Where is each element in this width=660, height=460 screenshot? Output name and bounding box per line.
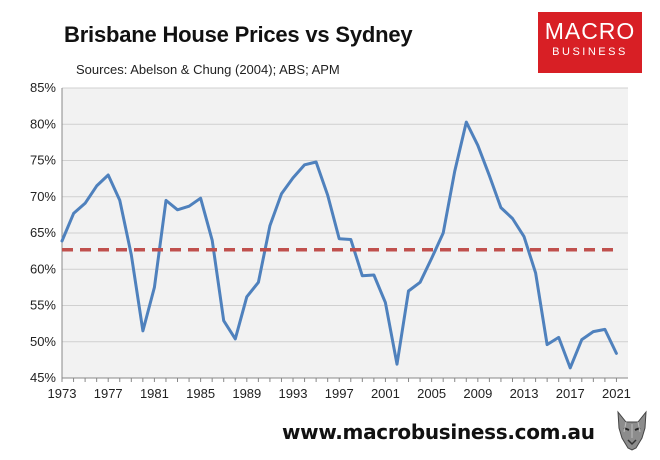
x-tick-label: 2013 bbox=[510, 386, 539, 401]
x-tick-label: 2021 bbox=[602, 386, 631, 401]
x-tick-label: 1989 bbox=[232, 386, 261, 401]
y-tick-label: 80% bbox=[30, 116, 56, 131]
chart-subtitle: Sources: Abelson & Chung (2004); ABS; AP… bbox=[76, 62, 340, 77]
y-tick-label: 50% bbox=[30, 334, 56, 349]
logo-line-2: BUSINESS bbox=[552, 46, 628, 58]
price-ratio-line bbox=[60, 120, 618, 370]
y-tick-label: 55% bbox=[30, 298, 56, 313]
x-tick-label: 2009 bbox=[463, 386, 492, 401]
x-tick-label: 2005 bbox=[417, 386, 446, 401]
y-tick-label: 75% bbox=[30, 153, 56, 168]
y-tick-label: 65% bbox=[30, 225, 56, 240]
y-tick-label: 70% bbox=[30, 189, 56, 204]
y-tick-label: 85% bbox=[30, 80, 56, 95]
macrobusiness-logo: MACRO BUSINESS bbox=[538, 12, 642, 73]
chart-title: Brisbane House Prices vs Sydney bbox=[64, 22, 413, 47]
x-tick-label: 1997 bbox=[325, 386, 354, 401]
y-tick-label: 45% bbox=[30, 370, 56, 385]
x-tick-label: 1977 bbox=[94, 386, 123, 401]
y-tick-label: 60% bbox=[30, 261, 56, 276]
logo-line-1: MACRO bbox=[544, 18, 636, 44]
website-url: www.macrobusiness.com.au bbox=[282, 420, 595, 444]
x-tick-label: 1981 bbox=[140, 386, 169, 401]
x-tick-label: 2001 bbox=[371, 386, 400, 401]
x-tick-label: 1985 bbox=[186, 386, 215, 401]
x-tick-label: 1993 bbox=[279, 386, 308, 401]
x-tick-label: 1973 bbox=[48, 386, 77, 401]
x-tick-label: 2017 bbox=[556, 386, 585, 401]
wolf-icon bbox=[617, 410, 647, 451]
